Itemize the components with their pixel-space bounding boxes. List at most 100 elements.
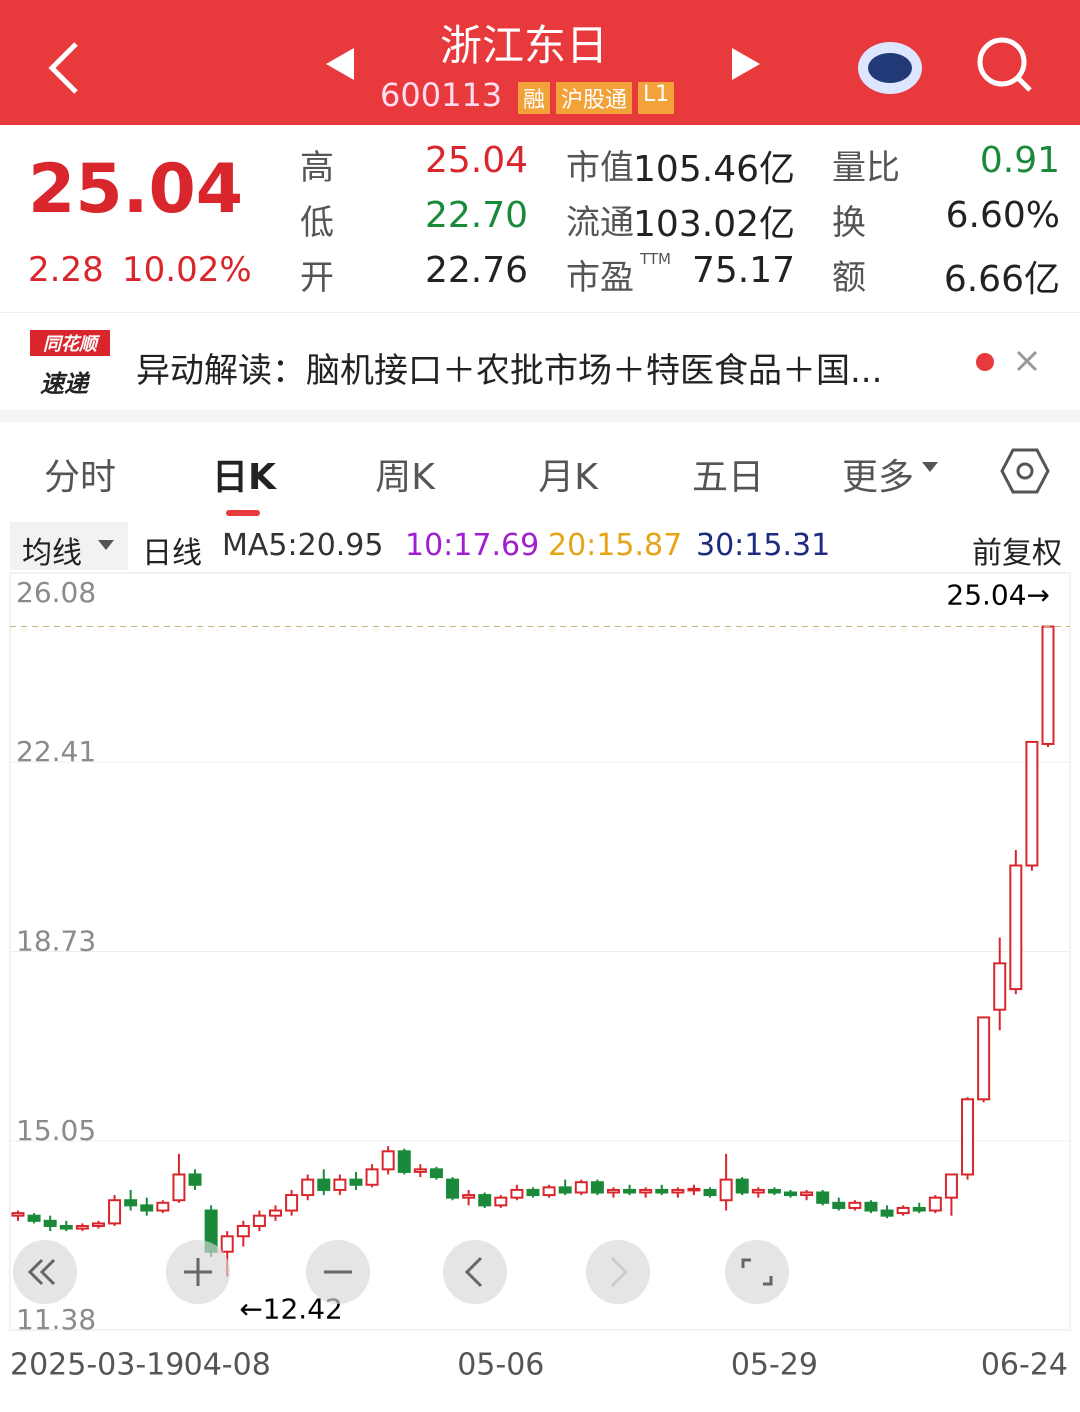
candle-body <box>719 1178 733 1202</box>
candle-body <box>606 1188 620 1194</box>
stat-value: 22.70 <box>424 195 528 236</box>
price: 25.04 <box>28 150 244 229</box>
search-button[interactable] <box>977 37 1027 87</box>
candle-body <box>381 1150 395 1171</box>
ma20: 20:15.87 <box>548 528 683 563</box>
banner-text: 异动解读：脑机接口＋农批市场＋特医食品＋国... <box>136 351 883 391</box>
ma10: 10:17.69 <box>405 528 540 563</box>
candle-body <box>832 1201 846 1209</box>
fullscreen[interactable] <box>725 1240 789 1304</box>
candle-body <box>365 1168 379 1186</box>
stat-value: 75.17 <box>691 250 795 291</box>
tab[interactable]: 五日 <box>691 457 764 498</box>
next-stock[interactable] <box>732 48 760 80</box>
candle-body <box>429 1168 443 1179</box>
candle-body <box>928 1196 942 1212</box>
y-tick-label: 15.05 <box>16 1114 96 1147</box>
banner[interactable] <box>0 312 1080 413</box>
more-arrow <box>922 462 938 480</box>
prev-stock[interactable] <box>326 48 354 80</box>
candle-body <box>574 1181 588 1194</box>
candle-body <box>767 1188 781 1194</box>
y-tick-label: 26.08 <box>16 576 96 609</box>
candle-body <box>703 1188 717 1197</box>
adjust[interactable]: 前复权 <box>972 536 1062 571</box>
candle-body <box>124 1199 138 1207</box>
stat-value: 6.66亿 <box>943 259 1060 300</box>
y-tick-label: 11.38 <box>16 1303 96 1336</box>
candle-body <box>220 1235 234 1253</box>
candle-body <box>880 1209 894 1217</box>
tab-indicator <box>226 510 260 516</box>
candle-body <box>816 1191 830 1204</box>
candle-body <box>494 1196 508 1207</box>
tab[interactable]: 月K <box>538 457 598 498</box>
candle-body <box>349 1178 363 1186</box>
candle-body <box>333 1178 347 1191</box>
candle-body <box>623 1188 637 1194</box>
candle-body <box>397 1150 411 1173</box>
close-banner[interactable] <box>1016 350 1038 372</box>
candle-body <box>43 1219 57 1227</box>
x-tick-label: 06-24 <box>981 1348 1068 1383</box>
candle-body <box>75 1224 89 1230</box>
candle-body <box>784 1191 797 1197</box>
y-tick-label: 18.73 <box>16 925 96 958</box>
candle-body <box>156 1201 170 1212</box>
tab[interactable]: 分时 <box>43 457 116 498</box>
candle-body <box>961 1098 975 1176</box>
tags: 融沪股通 L1 <box>518 82 675 114</box>
candle-body <box>671 1188 685 1194</box>
zoom-far-left[interactable] <box>13 1240 77 1304</box>
stat-label: 高 <box>300 148 334 188</box>
candle-body <box>977 1016 991 1101</box>
high-annotation: 25.04→ <box>946 579 1050 612</box>
back-button[interactable] <box>48 42 78 94</box>
candle-body <box>252 1214 266 1227</box>
candle-body <box>1041 625 1055 745</box>
scroll-left[interactable] <box>443 1240 507 1304</box>
divider <box>0 410 1080 422</box>
candle-body <box>462 1194 476 1199</box>
candle-body <box>993 962 1007 1011</box>
x-tick-label: 05-06 <box>457 1348 544 1383</box>
change: 2.28 <box>28 250 104 290</box>
ma30: 30:15.31 <box>696 528 831 563</box>
y-tick-label: 22.41 <box>16 735 96 768</box>
stat-sup: TTM <box>640 250 672 268</box>
candle-body <box>542 1186 556 1197</box>
candle-body <box>59 1224 73 1230</box>
tab[interactable]: 更多 <box>841 457 914 498</box>
settings[interactable] <box>1000 446 1050 496</box>
dropdown <box>98 540 114 550</box>
top-icons <box>48 37 1032 94</box>
candle-body <box>848 1201 862 1209</box>
tab[interactable]: 周K <box>375 457 435 498</box>
candle-body <box>27 1214 41 1222</box>
candle-body <box>108 1199 122 1225</box>
tab[interactable]: 日K <box>212 457 276 498</box>
candle-body <box>655 1188 669 1194</box>
stat-value: 25.04 <box>424 140 528 181</box>
candle-body <box>526 1188 540 1197</box>
banner-controls <box>976 350 1038 372</box>
stat-value: 105.46亿 <box>633 149 795 190</box>
candle-body <box>188 1173 202 1186</box>
candle-body <box>751 1188 765 1194</box>
ma5: MA5:20.95 <box>222 528 384 563</box>
x-tick-label: 2025-03-19 <box>10 1348 184 1383</box>
candle-body <box>140 1204 154 1212</box>
candle-body <box>91 1222 105 1227</box>
chart-buttons <box>13 1240 789 1304</box>
scroll-right[interactable] <box>586 1240 650 1304</box>
candle-body <box>510 1188 524 1199</box>
candle-body <box>236 1224 250 1238</box>
tag: 沪股通 <box>556 82 633 114</box>
stat-label: 流通 <box>566 203 634 243</box>
candle-body <box>639 1188 653 1194</box>
change-pct: 10.02% <box>122 250 252 290</box>
stat-value: 0.91 <box>979 140 1060 181</box>
stat-label: 额 <box>832 258 866 298</box>
